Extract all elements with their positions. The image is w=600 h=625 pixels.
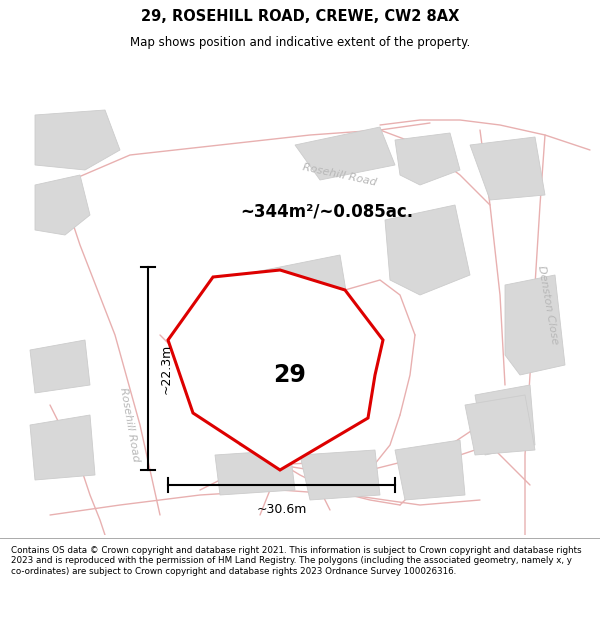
Polygon shape bbox=[295, 127, 395, 180]
Polygon shape bbox=[395, 440, 465, 500]
Text: Map shows position and indicative extent of the property.: Map shows position and indicative extent… bbox=[130, 36, 470, 49]
Text: Contains OS data © Crown copyright and database right 2021. This information is : Contains OS data © Crown copyright and d… bbox=[11, 546, 581, 576]
Polygon shape bbox=[505, 275, 565, 375]
Text: 29, ROSEHILL ROAD, CREWE, CW2 8AX: 29, ROSEHILL ROAD, CREWE, CW2 8AX bbox=[141, 9, 459, 24]
Polygon shape bbox=[215, 370, 310, 440]
Text: Rosehill Road: Rosehill Road bbox=[119, 387, 142, 463]
Polygon shape bbox=[395, 133, 460, 185]
Polygon shape bbox=[168, 270, 383, 470]
Text: ~22.3m: ~22.3m bbox=[160, 343, 173, 394]
Polygon shape bbox=[300, 450, 380, 500]
Polygon shape bbox=[475, 385, 535, 455]
Text: ~30.6m: ~30.6m bbox=[256, 503, 307, 516]
Text: ~344m²/~0.085ac.: ~344m²/~0.085ac. bbox=[240, 203, 413, 221]
Polygon shape bbox=[385, 205, 470, 295]
Polygon shape bbox=[470, 137, 545, 200]
Polygon shape bbox=[35, 175, 90, 235]
Text: 29: 29 bbox=[273, 362, 306, 387]
Text: Rosehill Road: Rosehill Road bbox=[302, 162, 378, 188]
Polygon shape bbox=[30, 340, 90, 393]
Text: Denston Close: Denston Close bbox=[536, 264, 560, 346]
Polygon shape bbox=[235, 255, 350, 355]
Polygon shape bbox=[30, 415, 95, 480]
Polygon shape bbox=[215, 450, 295, 495]
Polygon shape bbox=[35, 110, 120, 170]
Polygon shape bbox=[465, 395, 535, 455]
